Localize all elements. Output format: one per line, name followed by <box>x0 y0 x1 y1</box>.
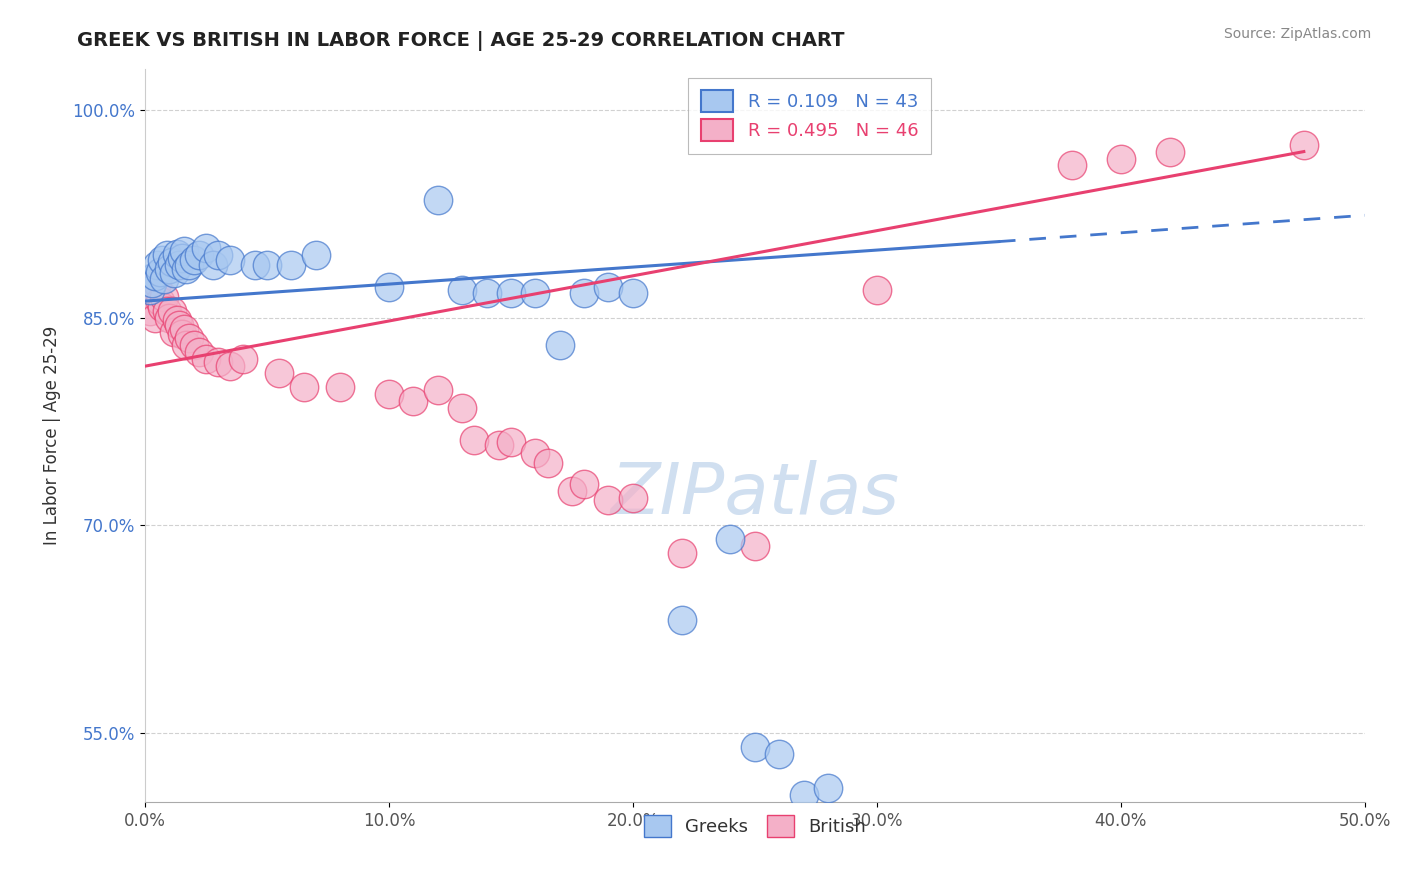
Point <box>187 345 209 359</box>
Point <box>488 438 510 452</box>
Point <box>621 285 644 300</box>
Point <box>177 258 200 272</box>
Point <box>744 539 766 553</box>
Point <box>166 247 188 261</box>
Point <box>1159 145 1181 159</box>
Point <box>146 276 169 290</box>
Point <box>219 252 242 267</box>
Point <box>451 401 474 415</box>
Point <box>173 244 195 259</box>
Point <box>160 255 183 269</box>
Point <box>207 355 229 369</box>
Point <box>156 248 179 262</box>
Point <box>150 300 173 314</box>
Text: ZIPatlas: ZIPatlas <box>610 459 900 529</box>
Point <box>163 325 186 339</box>
Point <box>866 283 889 297</box>
Point <box>671 613 693 627</box>
Point <box>548 338 571 352</box>
Point <box>149 265 172 279</box>
Point <box>1060 158 1083 172</box>
Point <box>183 338 205 352</box>
Point <box>177 331 200 345</box>
Point <box>232 352 254 367</box>
Point <box>167 318 190 332</box>
Point <box>143 310 166 325</box>
Point <box>598 280 620 294</box>
Point <box>170 327 193 342</box>
Point <box>187 248 209 262</box>
Point <box>426 383 449 397</box>
Point <box>572 476 595 491</box>
Point <box>524 285 547 300</box>
Point <box>402 393 425 408</box>
Point <box>280 258 302 272</box>
Point <box>499 435 522 450</box>
Point <box>744 739 766 754</box>
Point <box>793 789 815 803</box>
Point <box>146 258 169 272</box>
Point <box>163 267 186 281</box>
Point <box>243 258 266 272</box>
Point <box>720 533 742 547</box>
Point <box>451 283 474 297</box>
Point <box>256 258 278 272</box>
Point <box>157 310 180 325</box>
Point <box>139 283 162 297</box>
Point <box>141 276 163 290</box>
Point <box>426 193 449 207</box>
Point <box>166 313 188 327</box>
Point <box>499 285 522 300</box>
Point <box>157 262 180 277</box>
Point <box>524 446 547 460</box>
Point <box>160 303 183 318</box>
Point <box>817 781 839 796</box>
Point <box>149 294 172 309</box>
Point <box>269 366 291 380</box>
Point <box>156 303 179 318</box>
Point <box>167 258 190 272</box>
Point <box>150 252 173 267</box>
Point <box>219 359 242 374</box>
Point <box>153 272 176 286</box>
Point <box>475 285 498 300</box>
Point <box>378 280 401 294</box>
Point <box>463 433 485 447</box>
Point <box>207 248 229 262</box>
Point <box>183 252 205 267</box>
Legend: Greeks, British: Greeks, British <box>637 808 873 845</box>
Point <box>561 483 583 498</box>
Point <box>598 493 620 508</box>
Point <box>536 456 558 470</box>
Point <box>621 491 644 505</box>
Point <box>1292 137 1315 152</box>
Point <box>1109 152 1132 166</box>
Point <box>143 269 166 284</box>
Point <box>176 262 198 277</box>
Point <box>305 248 328 262</box>
Point <box>202 258 225 272</box>
Text: Source: ZipAtlas.com: Source: ZipAtlas.com <box>1223 27 1371 41</box>
Point <box>173 322 195 336</box>
Point <box>141 283 163 297</box>
Point <box>378 387 401 401</box>
Text: GREEK VS BRITISH IN LABOR FORCE | AGE 25-29 CORRELATION CHART: GREEK VS BRITISH IN LABOR FORCE | AGE 25… <box>77 31 845 51</box>
Point <box>194 242 217 256</box>
Point <box>194 352 217 367</box>
Point <box>153 290 176 304</box>
Y-axis label: In Labor Force | Age 25-29: In Labor Force | Age 25-29 <box>44 326 60 545</box>
Point <box>768 747 790 761</box>
Point <box>671 546 693 560</box>
Point <box>170 251 193 265</box>
Point <box>139 303 162 318</box>
Point <box>176 338 198 352</box>
Point <box>329 380 352 394</box>
Point <box>572 285 595 300</box>
Point <box>292 380 315 394</box>
